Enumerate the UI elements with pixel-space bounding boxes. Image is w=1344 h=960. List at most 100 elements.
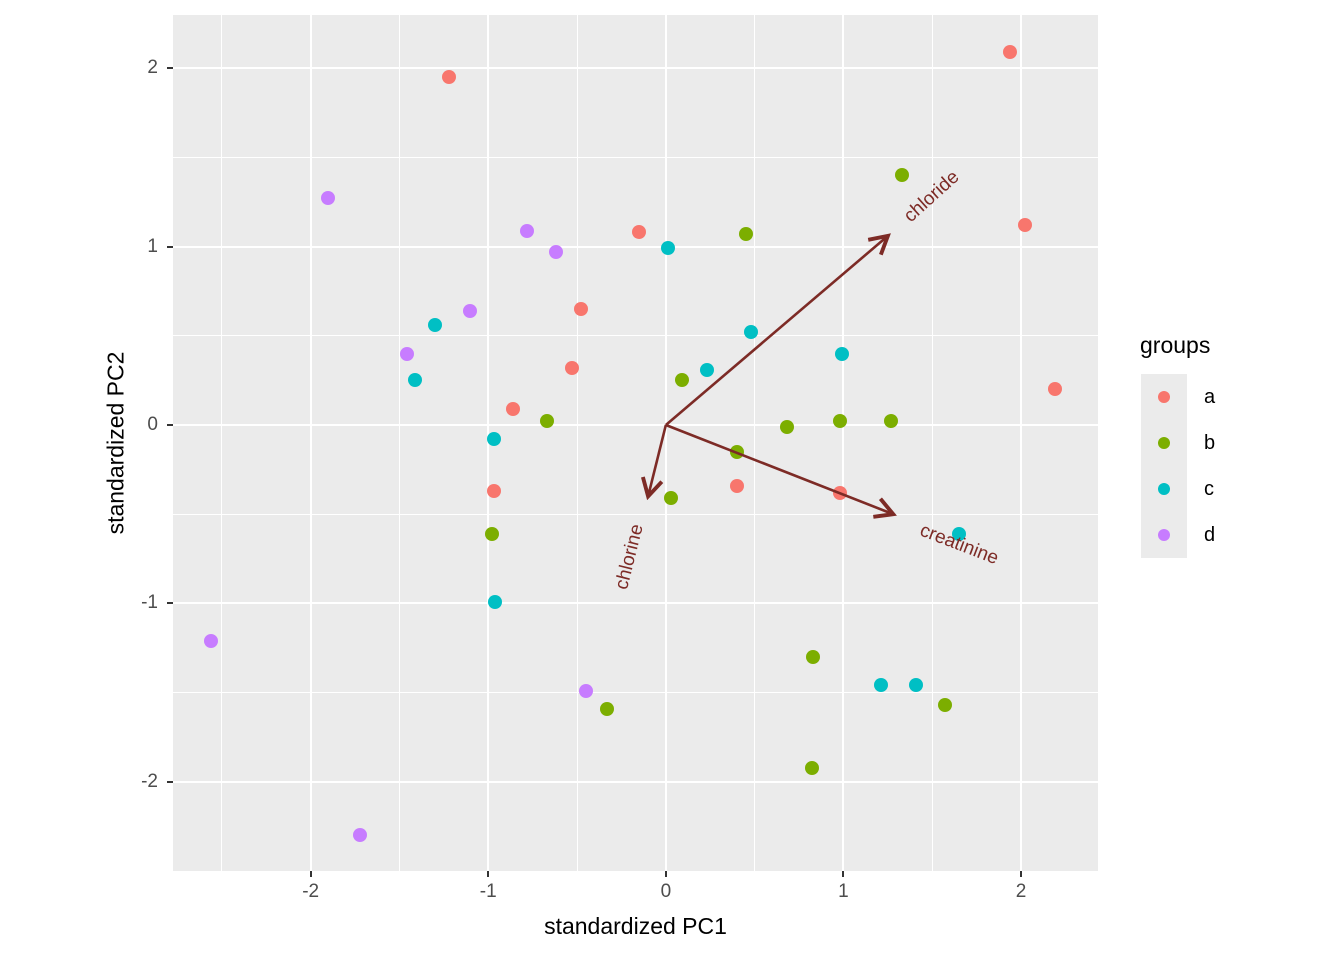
minor-gridline-y <box>173 692 1098 694</box>
data-point-c <box>660 241 675 256</box>
data-point-a <box>506 401 521 416</box>
data-point-b <box>539 414 554 429</box>
data-point-a <box>1047 382 1062 397</box>
data-point-a <box>486 483 501 498</box>
plot-panel: chloride creatinine chlorine <box>173 15 1098 871</box>
y-tick-mark <box>167 780 173 783</box>
legend-item-b: b <box>1141 420 1215 466</box>
y-tick-mark <box>167 245 173 248</box>
y-axis-title: standardized PC2 <box>102 351 129 535</box>
data-point-c <box>909 678 924 693</box>
data-point-b <box>937 698 952 713</box>
legend-item-label: b <box>1204 431 1216 454</box>
legend-item-label: d <box>1204 523 1216 546</box>
loading-arrow-creatinine <box>665 423 893 514</box>
loading-arrow-chlorine <box>648 424 668 496</box>
x-tick-label: 2 <box>1015 881 1027 902</box>
data-point-c <box>427 318 442 333</box>
loading-arrow-chloride <box>665 236 888 426</box>
legend-key-a <box>1141 374 1187 420</box>
legend-key-b <box>1141 420 1187 466</box>
y-tick-label: 2 <box>147 57 158 79</box>
data-point-b <box>600 701 615 716</box>
data-point-b <box>738 227 753 242</box>
data-point-b <box>884 414 899 429</box>
data-point-c <box>408 373 423 388</box>
data-point-c <box>744 325 759 340</box>
y-tick-label: 1 <box>147 235 158 257</box>
data-point-a <box>1003 45 1018 60</box>
legend-dot-a <box>1158 391 1170 403</box>
y-tick-mark <box>167 423 173 426</box>
data-point-b <box>804 760 819 775</box>
data-point-b <box>895 168 910 183</box>
legend-item-c: c <box>1141 466 1215 512</box>
data-point-c <box>699 362 714 377</box>
data-point-b <box>674 373 689 388</box>
data-point-a <box>573 302 588 317</box>
data-point-d <box>353 828 368 843</box>
data-point-b <box>832 414 847 429</box>
major-gridline-x <box>664 15 667 871</box>
data-point-a <box>729 478 744 493</box>
minor-gridline-x <box>754 15 756 871</box>
data-point-d <box>548 244 563 259</box>
minor-gridline-x <box>398 15 400 871</box>
x-tick-mark <box>487 871 490 877</box>
minor-gridline-x <box>931 15 933 871</box>
minor-gridline-y <box>173 156 1098 158</box>
legend-key-c <box>1141 466 1187 512</box>
major-gridline-x <box>1020 15 1023 871</box>
major-gridline-y <box>173 423 1098 426</box>
data-point-c <box>873 678 888 693</box>
data-point-d <box>520 223 535 238</box>
minor-gridline-y <box>173 335 1098 337</box>
data-point-b <box>806 649 821 664</box>
data-point-d <box>399 346 414 361</box>
data-point-a <box>442 70 457 85</box>
minor-gridline-y <box>173 513 1098 515</box>
data-point-c <box>488 594 503 609</box>
legend-dot-c <box>1158 483 1170 495</box>
data-point-a <box>632 225 647 240</box>
x-tick-label: -1 <box>479 881 497 902</box>
x-tick-label: 0 <box>660 881 672 902</box>
major-gridline-x <box>309 15 312 871</box>
x-tick-mark <box>842 871 845 877</box>
minor-gridline-x <box>576 15 578 871</box>
data-point-d <box>463 303 478 318</box>
x-axis-title: standardized PC1 <box>544 913 727 939</box>
x-tick-label: 1 <box>838 881 849 902</box>
x-tick-mark <box>1020 871 1023 877</box>
data-point-c <box>951 526 966 541</box>
minor-gridline-x <box>221 15 223 871</box>
legend-dot-d <box>1158 529 1170 541</box>
legend-item-d: d <box>1141 512 1215 558</box>
legend-item-label: a <box>1204 385 1216 408</box>
major-gridline-y <box>173 67 1098 70</box>
data-point-a <box>564 360 579 375</box>
legend-key-d <box>1141 512 1187 558</box>
major-gridline-y <box>173 245 1098 248</box>
legend-item-a: a <box>1141 374 1215 420</box>
x-tick-label: -2 <box>302 881 320 902</box>
loading-arrows-layer <box>173 15 1098 871</box>
data-point-d <box>204 633 219 648</box>
y-tick-mark <box>167 67 173 70</box>
data-point-a <box>1017 218 1032 233</box>
data-point-c <box>834 346 849 361</box>
major-gridline-x <box>842 15 845 871</box>
y-tick-label: 0 <box>147 413 158 435</box>
data-point-d <box>321 191 336 206</box>
y-tick-mark <box>167 602 173 605</box>
data-point-b <box>664 491 679 506</box>
data-point-c <box>486 432 501 447</box>
major-gridline-y <box>173 602 1098 605</box>
major-gridline-y <box>173 780 1098 783</box>
y-tick-label: -1 <box>141 592 158 614</box>
data-point-b <box>484 526 499 541</box>
x-tick-mark <box>309 871 312 877</box>
